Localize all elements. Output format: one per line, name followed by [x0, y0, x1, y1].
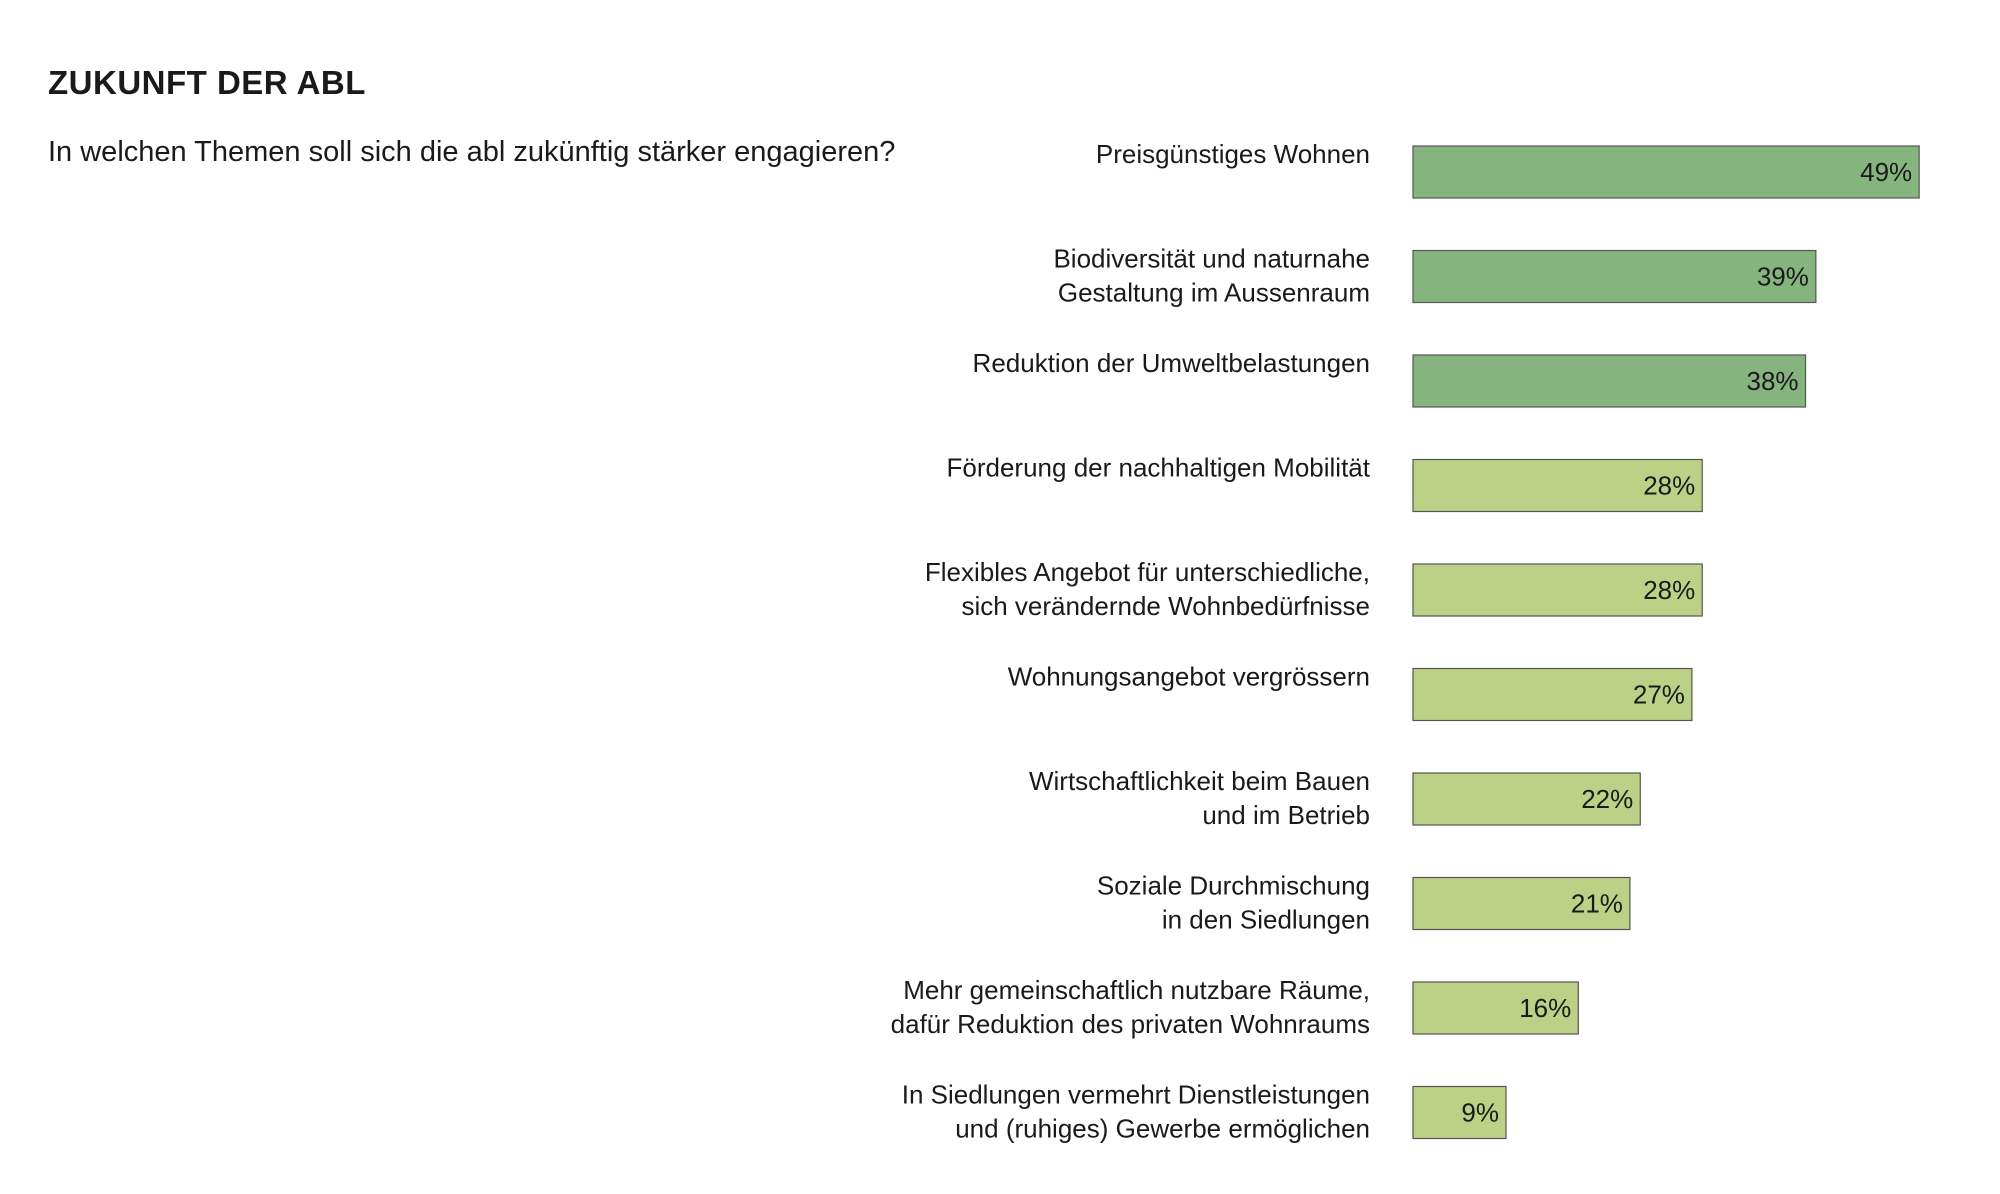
bar [1412, 981, 1579, 1035]
bar-value-label: 9% [1461, 1098, 1499, 1128]
bar-group: 38% Reduktion der Umweltbelastungen [973, 348, 1807, 408]
category-label: in den Siedlungen [1162, 905, 1370, 935]
bar [1412, 876, 1631, 931]
bar-group: 28% Förderung der nachhaltigen Mobilität [947, 453, 1703, 513]
bar [1412, 667, 1693, 722]
bar [1412, 563, 1703, 617]
bar-value-label: 16% [1519, 993, 1571, 1023]
category-label: Wirtschaftlichkeit beim Bauen [1029, 766, 1370, 796]
bar [1412, 145, 1920, 199]
category-label: In Siedlungen vermehrt Dienstleistungen [902, 1080, 1370, 1110]
bar-value-label: 28% [1643, 471, 1695, 501]
bar-group: 27% Wohnungsangebot vergrössern [1008, 662, 1693, 722]
category-label: Reduktion der Umweltbelastungen [973, 348, 1370, 378]
category-label: Soziale Durchmischung [1097, 871, 1370, 901]
bar-group: 9% In Siedlungen vermehrt Dienstleistunge… [902, 1080, 1507, 1144]
chart-question: In welchen Themen soll sich die abl zukü… [48, 136, 896, 168]
bar-group: 16% Mehr gemeinschaftlich nutzbare Räume,… [891, 975, 1579, 1039]
bar-value-label: 21% [1571, 889, 1623, 919]
category-label: und (ruhiges) Gewerbe ermöglichen [955, 1114, 1370, 1144]
category-label: sich verändernde Wohnbedürfnisse [961, 591, 1370, 621]
bar-value-label: 49% [1860, 157, 1912, 187]
bar-value-label: 27% [1633, 680, 1685, 710]
category-label: und im Betrieb [1202, 800, 1370, 830]
bar-value-label: 28% [1643, 575, 1695, 605]
chart-heading: ZUKUNFT DER ABL [48, 64, 366, 101]
bar-value-label: 22% [1581, 784, 1633, 814]
bar-group: 28% Flexibles Angebot für unterschiedlich… [925, 557, 1703, 621]
bar [1412, 1085, 1507, 1140]
bar [1412, 772, 1641, 826]
category-label: Förderung der nachhaltigen Mobilität [947, 453, 1371, 483]
bar-value-label: 39% [1757, 262, 1809, 292]
category-label: dafür Reduktion des privaten Wohnraums [891, 1009, 1370, 1039]
category-label: Preisgünstiges Wohnen [1096, 139, 1370, 169]
bar-group: 39% Biodiversität und naturnahe Gestaltung… [1053, 244, 1817, 308]
category-label: Biodiversität und naturnahe [1053, 244, 1370, 274]
bar-group: 49% Preisgünstiges Wohnen [1096, 139, 1920, 199]
category-label: Wohnungsangebot vergrössern [1008, 662, 1370, 692]
bar [1412, 354, 1807, 408]
bar-group: 22% Wirtschaftlichkeit beim Bauen und im B… [1029, 766, 1641, 830]
category-label: Flexibles Angebot für unterschiedliche, [925, 557, 1370, 587]
category-label: Mehr gemeinschaftlich nutzbare Räume, [903, 975, 1370, 1005]
category-label: Gestaltung im Aussenraum [1058, 278, 1370, 308]
bar-group: 21% Soziale Durchmischung in den Siedlunge… [1097, 871, 1631, 935]
bar [1412, 249, 1817, 304]
bar-value-label: 38% [1746, 366, 1798, 396]
bar [1412, 458, 1703, 513]
